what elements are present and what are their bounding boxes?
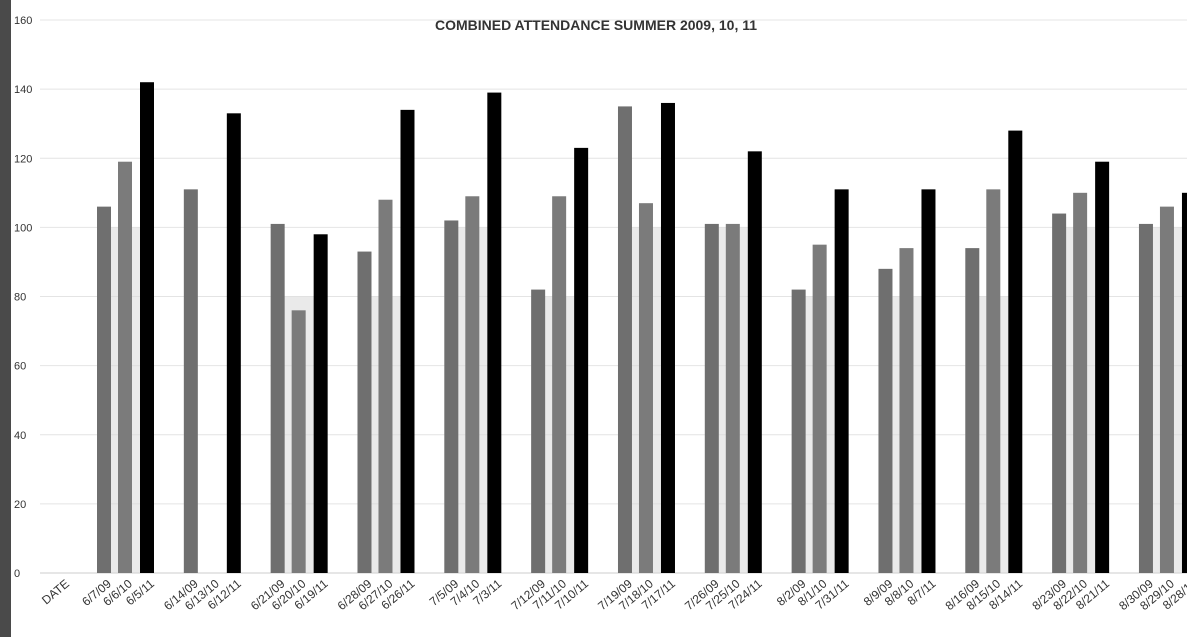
bar: [270, 223, 285, 573]
bar: [878, 268, 893, 573]
y-tick-label: 80: [14, 292, 26, 304]
y-tick-label: 140: [14, 84, 32, 96]
y-tick-label: 0: [14, 568, 20, 580]
bar: [531, 289, 546, 573]
y-tick-label: 20: [14, 499, 26, 511]
bar: [791, 289, 806, 573]
bar: [465, 196, 480, 574]
y-tick-label: 120: [14, 153, 32, 165]
bar: [725, 223, 740, 573]
bar: [487, 92, 502, 574]
bar: [965, 248, 980, 574]
bar: [1008, 130, 1023, 573]
bar: [400, 109, 415, 574]
bar: [1138, 223, 1153, 573]
bar: [183, 189, 198, 573]
bar: [1095, 161, 1110, 574]
bar: [638, 203, 653, 573]
bar: [812, 244, 827, 573]
bar: [574, 147, 589, 573]
bar: [1073, 192, 1088, 573]
bar: [444, 220, 459, 573]
bar: [226, 113, 241, 573]
left-sidebar-strip: [0, 0, 11, 637]
y-tick-label: 40: [14, 430, 26, 442]
bar: [313, 234, 328, 573]
bar: [921, 189, 936, 573]
chart-title: COMBINED ATTENDANCE SUMMER 2009, 10, 11: [435, 17, 757, 33]
bar: [1159, 206, 1174, 573]
bar: [1181, 192, 1187, 573]
y-tick-label: 100: [14, 222, 32, 234]
y-axis-ticks: 0 20 40 60 80 100 120 140 160: [14, 15, 32, 580]
bar: [899, 248, 914, 574]
bar: [660, 102, 675, 573]
y-tick-label: 60: [14, 361, 26, 373]
bar: [140, 82, 154, 574]
x-axis-labels: DATE 6/7/096/6/106/5/11 6/14/096/13/106/12…: [39, 576, 1187, 613]
bar: [1052, 213, 1067, 574]
bar: [986, 189, 1001, 573]
bar: [118, 161, 132, 574]
bar: [357, 251, 372, 573]
y-tick-label: 160: [14, 15, 32, 27]
bar: [704, 223, 719, 573]
bar: [552, 196, 567, 574]
bar: [97, 206, 111, 573]
bar: [747, 151, 762, 573]
x-tick-label: DATE: [39, 577, 72, 608]
bar: [834, 189, 849, 573]
bar: [617, 106, 632, 573]
bars: [97, 82, 1187, 574]
bar: [378, 199, 393, 573]
bar: [291, 310, 306, 573]
